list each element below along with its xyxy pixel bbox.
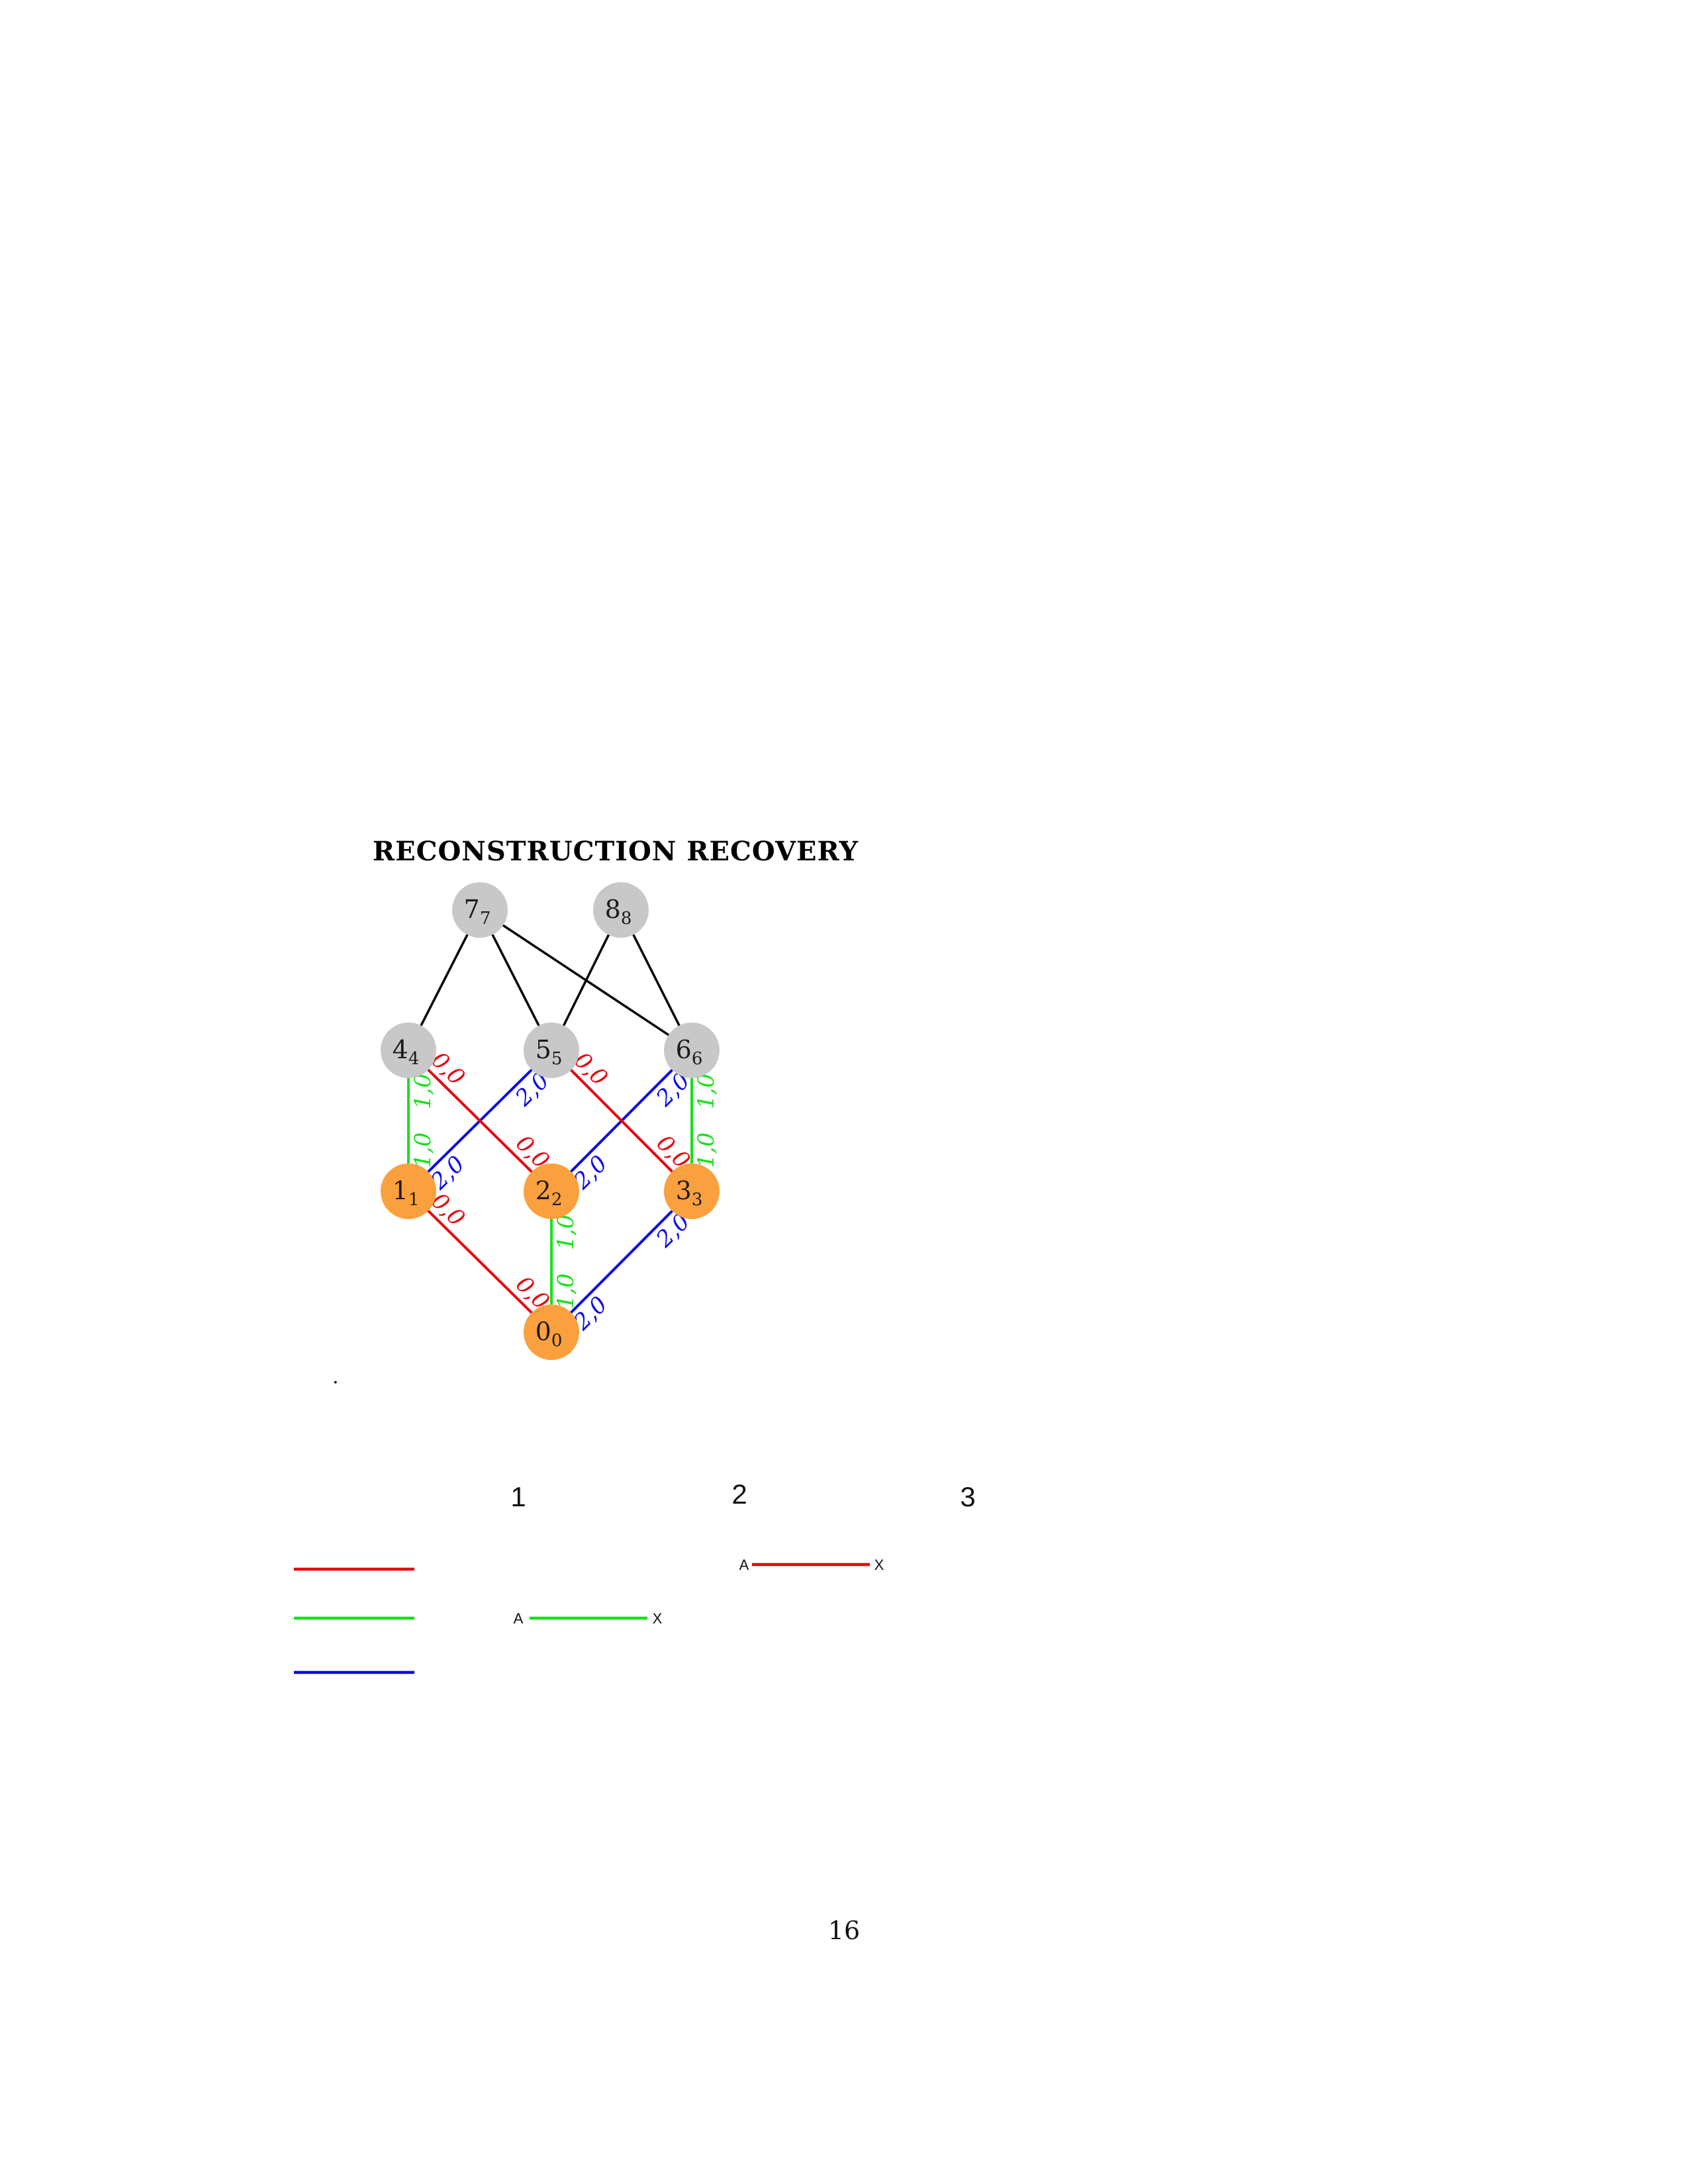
edge-label: 1,0 <box>553 1214 579 1250</box>
stray-mark: . <box>332 1365 339 1388</box>
edge-3-5 <box>550 1049 693 1193</box>
node-circle <box>524 1023 579 1078</box>
edge-label: 1,0 <box>553 1273 579 1309</box>
node-label: 66 <box>676 1035 703 1069</box>
node-circle <box>664 1163 720 1219</box>
node-circle <box>524 1163 579 1219</box>
node-label: 55 <box>536 1035 563 1069</box>
node-circle <box>381 1163 436 1219</box>
node-label: 33 <box>676 1176 703 1210</box>
node-6: 66 <box>664 1023 720 1078</box>
node-1: 11 <box>381 1163 436 1219</box>
legend-column-2: 2 <box>731 1479 747 1510</box>
legend: 1 2 3A XA X <box>294 1479 976 1674</box>
node-0: 00 <box>524 1304 579 1360</box>
node-5: 55 <box>524 1023 579 1078</box>
node-label: 88 <box>605 895 632 929</box>
segment-start-label: A <box>514 1610 524 1627</box>
node-circle <box>452 882 508 938</box>
node-circle <box>593 882 649 938</box>
legend-column-3: 3 <box>960 1481 975 1512</box>
node-label: 22 <box>536 1176 563 1210</box>
edge-label: 1,0 <box>693 1132 720 1168</box>
node-4: 44 <box>381 1023 436 1078</box>
node-circle <box>381 1023 436 1078</box>
page-number: 16 <box>828 1916 860 1945</box>
node-2: 22 <box>524 1163 579 1219</box>
nodes-layer: 00 11 22 33 44 55 66 77 88 <box>381 882 720 1360</box>
segment-start-label: A <box>739 1557 749 1573</box>
segment-end-label: X <box>653 1610 663 1627</box>
edge-label: 1,0 <box>410 1073 436 1109</box>
edge-label: 1,0 <box>693 1073 720 1109</box>
node-label: 77 <box>464 895 491 929</box>
node-label: 11 <box>393 1176 420 1210</box>
edge-2-4 <box>407 1049 553 1193</box>
legend-column-1: 1 <box>510 1481 526 1512</box>
node-circle <box>664 1023 720 1078</box>
segment-end-label: X <box>874 1557 884 1573</box>
edges-layer <box>407 909 693 1334</box>
node-3: 33 <box>664 1163 720 1219</box>
node-7: 77 <box>452 882 508 938</box>
edge-0-1 <box>407 1190 553 1334</box>
figure-title: RECONSTRUCTION RECOVERY <box>373 836 859 867</box>
node-circle <box>524 1304 579 1360</box>
node-label: 00 <box>536 1317 563 1351</box>
edge-0-3 <box>550 1190 693 1334</box>
edge-label: 1,0 <box>410 1132 436 1168</box>
node-label: 44 <box>393 1035 420 1069</box>
node-8: 88 <box>593 882 649 938</box>
